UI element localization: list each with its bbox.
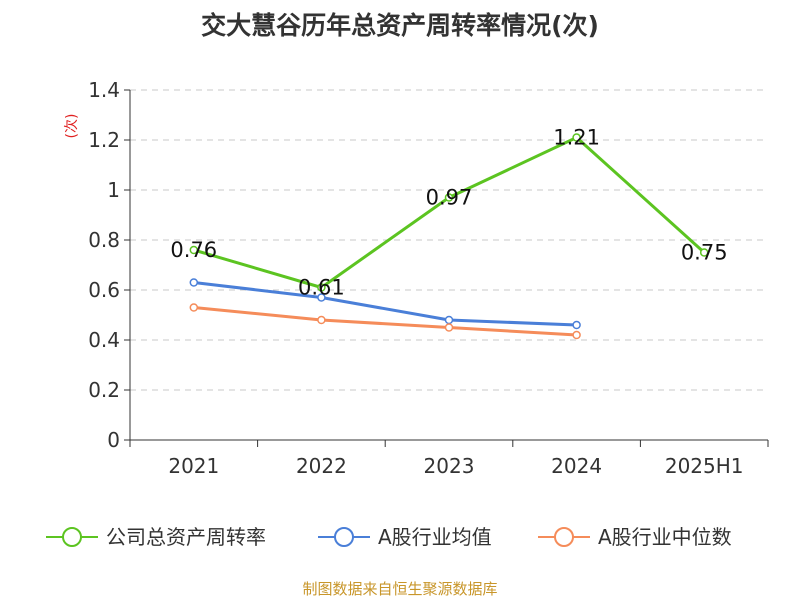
- legend-swatch-marker: [62, 527, 82, 547]
- data-label: 0.61: [298, 276, 345, 300]
- series-line: [193, 136, 706, 289]
- y-tick-label: 0.8: [88, 228, 120, 252]
- data-label: 0.76: [170, 238, 217, 262]
- y-tick-label: 0.4: [88, 328, 120, 352]
- data-point: [572, 133, 581, 142]
- y-tick-label: 1.4: [88, 78, 120, 102]
- x-tick-label: 2025H1: [665, 454, 744, 478]
- y-tick-label: 1: [107, 178, 120, 202]
- y-tick-label: 0.6: [88, 278, 120, 302]
- x-tick-label: 2022: [296, 454, 347, 478]
- data-point: [317, 283, 326, 292]
- legend-label: A股行业中位数: [598, 525, 732, 549]
- y-tick-label: 1.2: [88, 128, 120, 152]
- data-point: [444, 323, 454, 332]
- series-line: [193, 306, 577, 337]
- y-tick-label: 0.2: [88, 378, 120, 402]
- y-tick-label: 0: [107, 428, 120, 452]
- data-source-note: 制图数据来自恒生聚源数据库: [302, 580, 498, 598]
- data-point: [572, 320, 581, 330]
- x-tick-label: 2023: [424, 454, 475, 478]
- data-label: 0.97: [426, 186, 473, 210]
- legend-label: 公司总资产周转率: [106, 525, 266, 549]
- data-point: [189, 303, 199, 312]
- x-tick-label: 2021: [168, 454, 219, 478]
- data-point: [189, 278, 199, 287]
- legend-label: A股行业均值: [378, 525, 492, 549]
- data-point: [317, 293, 326, 302]
- data-point: [572, 330, 581, 340]
- data-point: [444, 315, 454, 325]
- data-label: 1.21: [553, 126, 600, 150]
- series-line: [193, 281, 577, 327]
- chart-title: 交大慧谷历年总资产周转率情况(次): [201, 11, 599, 40]
- data-point: [317, 315, 326, 325]
- x-tick-label: 2024: [551, 454, 602, 478]
- y-axis-label: (次): [64, 114, 80, 139]
- legend-swatch-marker: [334, 527, 354, 547]
- data-label: 0.75: [681, 241, 728, 265]
- data-point: [189, 245, 199, 255]
- data-point: [444, 193, 454, 202]
- data-point: [699, 248, 709, 257]
- legend-swatch-marker: [554, 527, 574, 547]
